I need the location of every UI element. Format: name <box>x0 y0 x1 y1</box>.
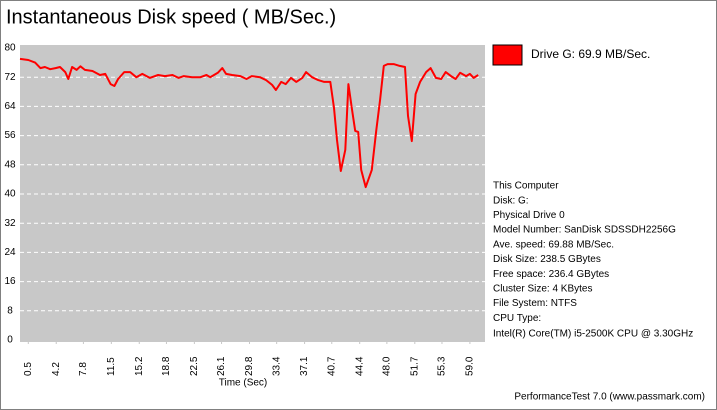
info-line: File System: NTFS <box>493 298 577 309</box>
info-line: Model Number: SanDisk SDSSDH2256G <box>493 225 676 236</box>
y-tick-label: 32 <box>4 218 16 229</box>
y-tick-label: 16 <box>4 276 16 287</box>
info-line: This Computer <box>493 181 559 192</box>
x-tick-label: 44.4 <box>354 356 365 376</box>
legend-swatch <box>492 44 523 66</box>
y-tick-label: 56 <box>4 130 16 141</box>
x-tick-label: 26.1 <box>216 356 227 376</box>
x-axis-label: Time (Sec) <box>219 378 268 389</box>
info-line: Cluster Size: 4 KBytes <box>493 284 592 295</box>
info-line: Intel(R) Core(TM) i5-2500K CPU @ 3.30GHz <box>493 329 693 340</box>
x-tick-label: 7.8 <box>78 362 89 376</box>
info-line: Ave. speed: 69.88 MB/Sec. <box>493 239 614 250</box>
legend-label: Drive G: 69.9 MB/Sec. <box>531 47 650 61</box>
x-tick-label: 29.8 <box>244 356 255 376</box>
y-tick-label: 8 <box>7 305 13 316</box>
chart-title: Instantaneous Disk speed ( MB/Sec.) <box>6 6 336 28</box>
x-tick-label: 59.0 <box>465 356 476 376</box>
x-tick-label: 40.7 <box>326 356 337 376</box>
x-tick-label: 18.8 <box>161 356 172 376</box>
y-tick-label: 64 <box>4 101 16 112</box>
x-tick-label: 37.1 <box>299 356 310 376</box>
x-tick-label: 11.5 <box>106 357 117 376</box>
x-tick-label: 0.5 <box>23 362 34 376</box>
info-line: Physical Drive 0 <box>493 210 565 221</box>
info-line: Free space: 236.4 GBytes <box>493 269 609 280</box>
y-tick-label: 0 <box>7 335 13 346</box>
y-tick-label: 40 <box>4 189 16 200</box>
x-tick-label: 22.5 <box>189 356 200 376</box>
x-tick-label: 48.0 <box>382 356 393 376</box>
x-tick-label: 15.2 <box>134 356 145 376</box>
info-line: CPU Type: <box>493 313 541 324</box>
y-tick-label: 72 <box>4 72 16 83</box>
x-tick-label: 55.3 <box>437 356 448 376</box>
y-tick-label: 24 <box>4 247 16 258</box>
info-line: Disk: G: <box>493 195 529 206</box>
x-tick-label: 51.7 <box>409 356 420 376</box>
y-tick-label: 80 <box>4 43 16 54</box>
y-tick-label: 48 <box>4 159 16 170</box>
footer: PerformanceTest 7.0 (www.passmark.com) <box>514 392 705 403</box>
x-tick-label: 4.2 <box>51 362 62 376</box>
x-tick-label: 33.4 <box>271 356 282 376</box>
info-line: Disk Size: 238.5 GBytes <box>493 254 601 265</box>
data-line <box>19 57 479 189</box>
